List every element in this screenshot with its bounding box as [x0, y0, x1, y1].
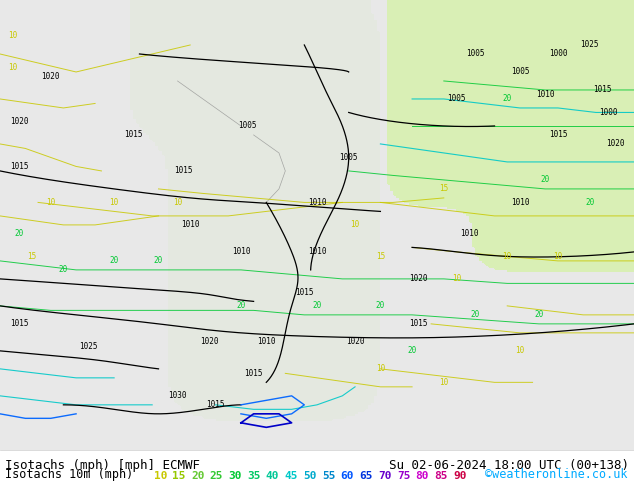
Text: 1010: 1010: [536, 90, 555, 99]
Text: 20: 20: [503, 95, 512, 103]
Text: 10: 10: [8, 63, 17, 72]
Text: 1015: 1015: [206, 400, 225, 409]
Text: 20: 20: [534, 310, 543, 319]
Text: 55: 55: [322, 471, 335, 481]
Text: 1015: 1015: [593, 85, 612, 95]
Text: 20: 20: [191, 471, 204, 481]
Text: 1020: 1020: [200, 337, 219, 346]
Text: Su 02-06-2024 18:00 UTC (00+138): Su 02-06-2024 18:00 UTC (00+138): [389, 459, 629, 472]
Text: 10: 10: [553, 252, 562, 261]
Text: 20: 20: [15, 229, 23, 239]
Text: 10: 10: [503, 252, 512, 261]
Text: 1005: 1005: [238, 122, 257, 130]
Text: 10: 10: [8, 31, 17, 41]
Text: 1005: 1005: [510, 68, 529, 76]
Text: 40: 40: [266, 471, 280, 481]
Text: 1010: 1010: [510, 198, 529, 207]
Text: 20: 20: [110, 256, 119, 266]
Text: Isotachs 10m (mph): Isotachs 10m (mph): [5, 468, 133, 481]
Text: 20: 20: [236, 301, 245, 310]
Text: 1000: 1000: [599, 108, 618, 117]
Text: ©weatheronline.co.uk: ©weatheronline.co.uk: [485, 468, 628, 481]
Text: 85: 85: [434, 471, 448, 481]
Text: 1010: 1010: [307, 198, 327, 207]
Text: 10: 10: [515, 346, 524, 355]
Text: 30: 30: [228, 471, 242, 481]
Text: 20: 20: [541, 175, 550, 184]
Text: 10: 10: [173, 198, 182, 207]
Text: 1010: 1010: [257, 337, 276, 346]
Text: 1005: 1005: [466, 49, 485, 58]
Text: 1030: 1030: [168, 392, 187, 400]
Text: 50: 50: [303, 471, 317, 481]
Text: 1025: 1025: [580, 41, 599, 49]
Text: 1015: 1015: [10, 319, 29, 328]
Text: 1015: 1015: [409, 319, 428, 328]
Text: 1015: 1015: [124, 130, 143, 140]
Text: 1025: 1025: [79, 342, 98, 351]
Text: 80: 80: [416, 471, 429, 481]
Text: 1020: 1020: [605, 140, 624, 148]
Text: 10: 10: [439, 378, 448, 387]
Text: 1015: 1015: [244, 369, 263, 378]
Text: 15: 15: [439, 184, 448, 194]
Text: 25: 25: [210, 471, 223, 481]
Text: 1020: 1020: [41, 72, 60, 81]
Text: 1010: 1010: [231, 247, 250, 256]
Text: 10: 10: [351, 220, 359, 229]
Text: 1010: 1010: [307, 247, 327, 256]
Text: 45: 45: [285, 471, 298, 481]
Text: 60: 60: [340, 471, 354, 481]
Text: 1005: 1005: [447, 95, 466, 103]
Text: 20: 20: [376, 301, 385, 310]
Text: 1015: 1015: [10, 162, 29, 171]
Text: 35: 35: [247, 471, 261, 481]
Text: Isotachs (mph) [mph] ECMWF: Isotachs (mph) [mph] ECMWF: [5, 459, 200, 472]
Text: 1015: 1015: [174, 167, 193, 175]
Text: 75: 75: [397, 471, 410, 481]
Text: 10: 10: [153, 471, 167, 481]
Text: 15: 15: [172, 471, 186, 481]
Text: 1015: 1015: [548, 130, 567, 140]
Text: 10: 10: [452, 274, 461, 283]
Text: 20: 20: [154, 256, 163, 266]
Text: 20: 20: [59, 266, 68, 274]
Text: 1005: 1005: [339, 153, 358, 162]
Text: 1010: 1010: [460, 229, 479, 239]
Text: 1020: 1020: [346, 337, 365, 346]
Text: 1010: 1010: [181, 220, 200, 229]
Text: 90: 90: [453, 471, 467, 481]
Text: 65: 65: [359, 471, 373, 481]
Text: 10: 10: [46, 198, 55, 207]
Text: 20: 20: [313, 301, 321, 310]
Text: 1000: 1000: [548, 49, 567, 58]
Text: 10: 10: [110, 198, 119, 207]
Text: 20: 20: [408, 346, 417, 355]
Text: 20: 20: [471, 310, 480, 319]
Text: 20: 20: [585, 198, 594, 207]
Text: 1020: 1020: [10, 117, 29, 126]
Text: 15: 15: [27, 252, 36, 261]
Text: 1015: 1015: [295, 288, 314, 297]
Text: 1020: 1020: [409, 274, 428, 283]
Text: 10: 10: [376, 365, 385, 373]
Text: 70: 70: [378, 471, 392, 481]
Text: 15: 15: [376, 252, 385, 261]
